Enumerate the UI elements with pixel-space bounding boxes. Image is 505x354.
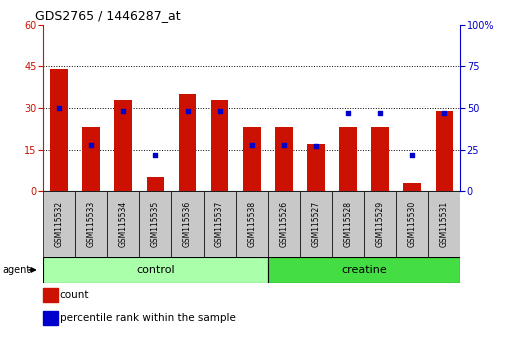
FancyBboxPatch shape (267, 257, 460, 283)
Bar (211, 99, 228, 191)
Point (119, 108, 127, 114)
Text: GSM115529: GSM115529 (375, 201, 384, 247)
Point (151, 152, 159, 158)
FancyBboxPatch shape (364, 191, 395, 257)
Text: GSM115533: GSM115533 (86, 201, 95, 247)
Point (311, 143, 319, 149)
FancyBboxPatch shape (235, 191, 267, 257)
Text: percentile rank within the sample: percentile rank within the sample (60, 313, 235, 323)
FancyBboxPatch shape (75, 191, 107, 257)
Bar (307, 144, 324, 191)
FancyBboxPatch shape (171, 191, 203, 257)
FancyBboxPatch shape (331, 191, 364, 257)
FancyBboxPatch shape (203, 191, 235, 257)
Text: GSM115537: GSM115537 (215, 201, 224, 247)
Bar (402, 183, 420, 191)
Bar (242, 127, 260, 191)
Bar (43, 311, 58, 325)
FancyBboxPatch shape (43, 191, 75, 257)
Point (408, 152, 416, 158)
Point (87, 142, 95, 147)
FancyBboxPatch shape (139, 191, 171, 257)
Point (439, 110, 447, 116)
Text: GSM115527: GSM115527 (311, 201, 320, 247)
FancyBboxPatch shape (43, 257, 267, 283)
Bar (50, 69, 68, 191)
Point (215, 108, 223, 114)
Bar (82, 127, 100, 191)
Bar (435, 111, 452, 191)
Point (279, 142, 287, 147)
Bar (275, 127, 292, 191)
Text: agent: agent (3, 265, 31, 275)
Bar (114, 99, 132, 191)
Point (183, 108, 191, 114)
Text: count: count (60, 290, 89, 300)
Text: GSM115534: GSM115534 (119, 201, 128, 247)
FancyBboxPatch shape (107, 191, 139, 257)
Point (55, 105, 63, 111)
Bar (178, 94, 196, 191)
Text: GSM115531: GSM115531 (439, 201, 448, 247)
Point (375, 110, 383, 116)
Point (343, 110, 351, 116)
Text: GSM115538: GSM115538 (247, 201, 256, 247)
Point (247, 142, 256, 147)
FancyBboxPatch shape (428, 191, 460, 257)
FancyBboxPatch shape (299, 191, 331, 257)
Bar (43, 288, 58, 302)
Text: GSM115526: GSM115526 (279, 201, 288, 247)
Bar (146, 177, 164, 191)
Text: GSM115530: GSM115530 (407, 201, 416, 247)
Text: GSM115535: GSM115535 (150, 201, 160, 247)
FancyBboxPatch shape (267, 191, 299, 257)
FancyBboxPatch shape (395, 191, 428, 257)
Text: creatine: creatine (340, 265, 386, 275)
Bar (371, 127, 388, 191)
Text: control: control (136, 265, 174, 275)
Text: GSM115536: GSM115536 (183, 201, 191, 247)
Text: GDS2765 / 1446287_at: GDS2765 / 1446287_at (35, 9, 180, 22)
Text: GSM115532: GSM115532 (55, 201, 64, 247)
Bar (338, 127, 356, 191)
Text: GSM115528: GSM115528 (343, 201, 352, 247)
